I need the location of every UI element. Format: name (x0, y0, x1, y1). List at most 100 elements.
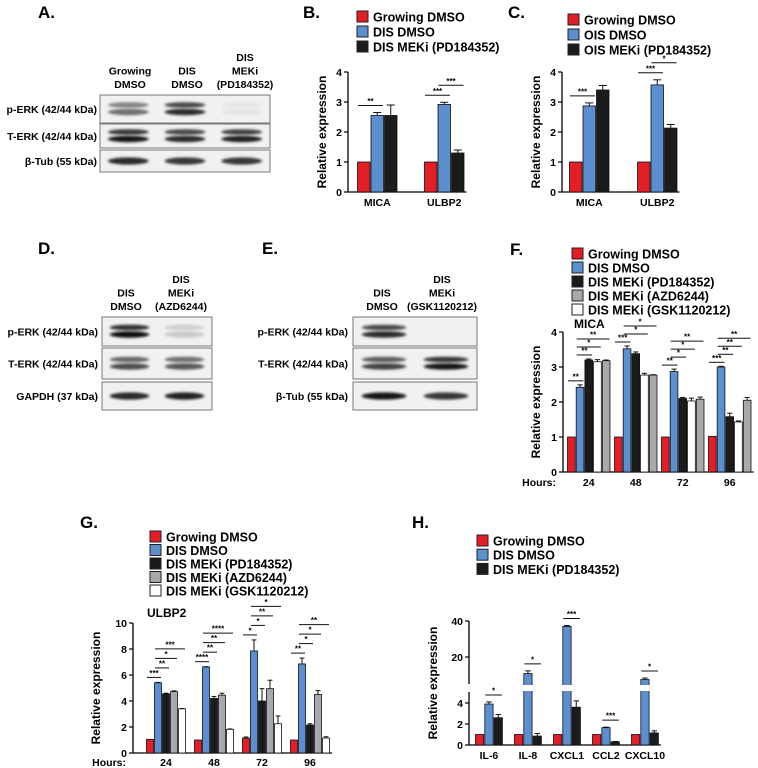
bar (306, 724, 314, 754)
bar (226, 728, 234, 754)
legend-swatch (356, 25, 369, 38)
panel-label-f: F. (510, 240, 523, 259)
lane-label: DIS (172, 274, 190, 286)
protein-band (107, 157, 149, 165)
significance-label: * (639, 318, 643, 327)
bar (716, 366, 726, 473)
significance-label: *** (165, 640, 175, 649)
protein-band (109, 324, 150, 331)
bar (298, 663, 306, 754)
legend-swatch (571, 289, 584, 302)
x-tick-label: ULBP2 (640, 197, 675, 209)
significance-label: ** (590, 330, 597, 339)
legend-swatch (571, 275, 584, 288)
legend-label: DIS DMSO (373, 26, 435, 40)
blot-membrane (352, 316, 478, 347)
bar (424, 161, 438, 193)
x-tick-label: 48 (630, 477, 642, 489)
x-tick-label: CCL2 (592, 750, 620, 762)
significance-label: ** (573, 372, 580, 381)
y-tick-label: 0 (551, 467, 557, 479)
bar (154, 682, 162, 754)
bar (523, 673, 533, 746)
significance-label: * (662, 54, 666, 63)
bar (384, 115, 398, 193)
bar (567, 436, 576, 473)
legend-swatch (356, 40, 369, 53)
protein-band (423, 392, 469, 400)
panel-label-b: B. (303, 3, 320, 22)
significance-label: ** (684, 333, 691, 342)
y-tick-label: 3 (336, 97, 342, 109)
significance-label: ** (581, 346, 588, 355)
significance-label: ** (159, 659, 166, 668)
blot-row-label: p-ERK (42/44 kDa) (258, 327, 348, 339)
significance-label: * (308, 626, 312, 635)
chart-title: ULBP2 (147, 606, 187, 620)
significance-label: * (531, 655, 535, 664)
bar (614, 436, 623, 473)
significance-label: * (681, 341, 685, 350)
significance-label: ** (727, 338, 734, 347)
y-tick-label: 0 (457, 740, 463, 752)
bar (637, 161, 651, 193)
legend-label: OIS MEKi (PD184352) (584, 44, 711, 58)
significance-label: ** (259, 607, 266, 616)
figure-content: GrowingDMSODISDMSODISMEKi(PD184352)p-ERK… (7, 10, 754, 768)
legend-swatch (149, 557, 162, 570)
bar (218, 694, 226, 754)
legend-swatch (567, 43, 580, 56)
protein-band (221, 157, 263, 165)
lane-label: DIS (117, 288, 135, 300)
bar (664, 127, 678, 193)
x-tick-label: IL-6 (480, 750, 499, 762)
significance-label: * (587, 338, 591, 347)
significance-label: *** (433, 87, 443, 96)
significance-label: ** (311, 616, 318, 625)
bar (582, 105, 596, 193)
x-tick-label: 72 (256, 757, 268, 768)
bar (290, 739, 298, 754)
bar (669, 371, 679, 473)
blot-membrane (352, 347, 478, 380)
protein-band (107, 135, 149, 143)
lane-label: Growing (109, 66, 152, 78)
legend-swatch (571, 261, 584, 274)
lane-label: (AZD6244) (155, 301, 207, 313)
x-axis-label: Hours: (92, 757, 126, 768)
y-tick-label: 2 (550, 127, 556, 139)
chart-title: MICA (574, 317, 605, 331)
blot-row-label: T-ERK (42/44 kDa) (258, 359, 348, 371)
x-axis-label: Hours: (522, 477, 556, 489)
y-axis-label: Relative expression (315, 76, 329, 189)
legend-label: DIS DMSO (166, 544, 228, 558)
y-axis-label: Relative expression (89, 632, 103, 745)
bar (596, 89, 610, 193)
legend-label: OIS DMSO (584, 29, 647, 43)
x-tick-label: IL-8 (519, 750, 538, 762)
legend-label: DIS MEKi (GSK1120212) (166, 585, 308, 599)
y-tick-label: 0 (336, 187, 342, 199)
protein-band (164, 157, 206, 165)
bar (650, 84, 664, 193)
significance-label: * (492, 686, 496, 695)
y-tick-label: 4 (550, 67, 556, 79)
protein-band (109, 331, 150, 338)
bar (553, 734, 563, 746)
bar (592, 734, 602, 746)
bar (357, 161, 371, 193)
lane-label: (GSK1120212) (407, 301, 477, 313)
y-tick-label: 1 (550, 157, 556, 169)
bar (475, 734, 485, 746)
bar (258, 700, 266, 754)
bar (708, 435, 717, 473)
lane-label: (PD184352) (217, 79, 274, 91)
legend-swatch (356, 10, 369, 23)
y-tick-label: 8 (121, 644, 127, 656)
y-tick-label: 40 (451, 616, 463, 628)
bar (593, 361, 602, 473)
significance-label: *** (567, 610, 577, 619)
significance-label: **** (212, 625, 225, 634)
